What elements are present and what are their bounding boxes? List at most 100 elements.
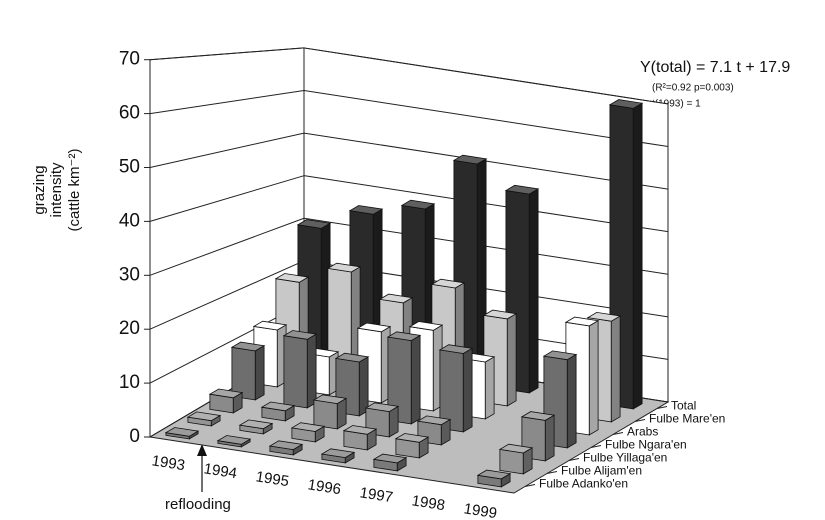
bar-top xyxy=(320,448,356,459)
bar xyxy=(386,331,422,425)
bar-top xyxy=(282,330,318,340)
bar xyxy=(542,350,578,449)
bar xyxy=(476,469,512,488)
t-note: t(1993) = 1 xyxy=(652,99,701,110)
bar-top xyxy=(216,435,252,445)
bar-front xyxy=(499,448,524,475)
bar-top xyxy=(186,411,222,422)
bar-top xyxy=(364,402,400,413)
grid-line xyxy=(149,217,305,276)
bar-top xyxy=(290,422,326,432)
grid-line xyxy=(303,90,669,148)
bar-top xyxy=(408,321,444,331)
bar xyxy=(208,388,244,414)
series-label: Fulbe Mare'en xyxy=(649,412,725,426)
bar-top xyxy=(296,219,332,229)
reflooding-arrowhead xyxy=(197,444,207,456)
series-tick xyxy=(656,406,668,409)
bar-top xyxy=(274,273,310,283)
bar-top xyxy=(378,293,414,304)
x-tick-label: 1994 xyxy=(202,460,238,482)
bar-top xyxy=(482,309,518,320)
bar xyxy=(372,453,408,472)
bar-side xyxy=(566,353,577,449)
bar-top xyxy=(208,388,244,399)
grid-line xyxy=(149,260,305,330)
bar-top xyxy=(238,419,274,430)
bar-top xyxy=(268,440,304,451)
x-tick-label: 1995 xyxy=(254,468,290,490)
series-label: Fulbe Adanko'en xyxy=(539,477,628,491)
x-tick-label: 1997 xyxy=(358,484,394,506)
bar-side xyxy=(410,334,421,425)
bar xyxy=(164,427,200,440)
y-tick-label: 50 xyxy=(119,157,140,178)
bar-top xyxy=(416,415,452,426)
bar-top xyxy=(230,341,266,352)
bar-top xyxy=(326,262,362,273)
series-tick xyxy=(524,484,536,487)
bar xyxy=(290,422,326,443)
bar-top xyxy=(394,433,430,443)
bar-top xyxy=(386,331,422,342)
y-tick-label: 40 xyxy=(119,210,140,231)
y-label: grazing intensity (cattle km⁻²) xyxy=(31,149,83,232)
bar-side xyxy=(506,312,517,407)
bar xyxy=(498,443,534,475)
y-label-line: intensity xyxy=(48,162,65,218)
bar-top xyxy=(312,394,348,405)
series-label: Arabs xyxy=(627,425,658,439)
bar-front xyxy=(283,335,308,409)
bar-top xyxy=(372,453,408,464)
grid-line xyxy=(149,175,305,222)
grid-line xyxy=(303,47,669,105)
series-label: Fulbe Alijam'en xyxy=(561,464,642,478)
series-tick xyxy=(546,471,558,474)
bar-side xyxy=(588,319,599,436)
bar-side xyxy=(462,347,473,433)
series-tick xyxy=(568,458,580,461)
bar xyxy=(342,425,378,451)
bar xyxy=(230,341,266,401)
bar xyxy=(216,435,252,448)
x-tick-label: 1996 xyxy=(306,476,342,498)
y-tick-label: 10 xyxy=(119,372,140,393)
bar-side xyxy=(632,102,643,410)
bar xyxy=(238,419,274,435)
bar-top xyxy=(452,154,488,165)
bar-side xyxy=(484,356,495,420)
series-tick xyxy=(612,432,624,435)
grid-line xyxy=(149,132,305,168)
bar xyxy=(334,352,370,417)
series-tick xyxy=(590,445,602,448)
bar xyxy=(320,448,356,464)
series-tick xyxy=(634,419,646,422)
bar-top xyxy=(476,469,512,480)
bar xyxy=(438,344,474,433)
equation: Y(total) = 7.1 t + 17.9 xyxy=(640,59,790,76)
bar-top xyxy=(504,184,540,195)
y-label-line: (cattle km⁻²) xyxy=(66,149,83,232)
bar-side xyxy=(306,333,317,409)
bar-top xyxy=(608,99,644,109)
series-label: Fulbe Yillaga'en xyxy=(583,451,667,465)
y-tick-label: 60 xyxy=(119,103,140,124)
bar-top xyxy=(164,427,200,437)
y-label-line: grazing xyxy=(31,165,48,214)
bar xyxy=(394,433,430,459)
statistics: (R²=0.92 p=0.003) xyxy=(652,83,734,94)
x-tick-label: 1998 xyxy=(410,492,446,514)
series-label: Total xyxy=(671,399,696,413)
y-tick-label: 20 xyxy=(119,318,140,339)
bar-top xyxy=(342,425,378,435)
bar-side xyxy=(610,315,621,423)
bar-top xyxy=(438,344,474,354)
bar-side xyxy=(544,414,555,462)
bar xyxy=(268,440,304,456)
bar xyxy=(186,411,222,427)
y-tick-label: 30 xyxy=(119,264,140,285)
bar-top xyxy=(498,443,534,454)
bar-front xyxy=(313,399,338,430)
y-tick-label: 0 xyxy=(129,426,140,447)
